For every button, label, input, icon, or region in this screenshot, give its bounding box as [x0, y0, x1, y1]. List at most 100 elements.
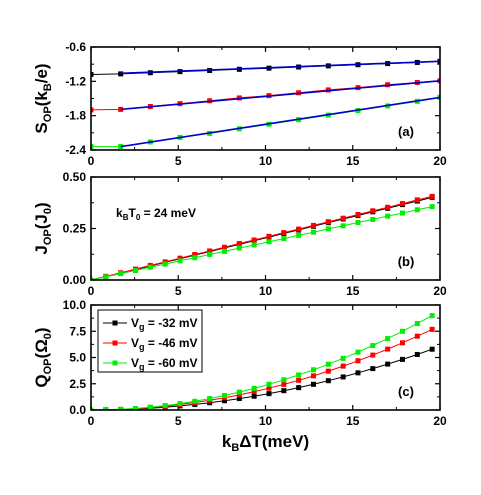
data-point [340, 363, 346, 369]
data-point [414, 321, 420, 327]
data-point [296, 232, 302, 238]
series-line-5 [120, 96, 440, 148]
y-axis-label: QOP(Ω0) [32, 327, 54, 387]
data-point [236, 95, 242, 101]
data-point [221, 244, 227, 250]
temperature-annotation: kBT0 = 24 meV [116, 206, 196, 222]
data-point [281, 377, 287, 383]
data-point [370, 208, 376, 214]
data-point [355, 220, 361, 226]
data-point [162, 403, 168, 409]
data-point [118, 144, 124, 150]
data-point [236, 389, 242, 395]
data-point [281, 381, 287, 387]
data-point [103, 274, 109, 280]
y-tick-label: 0.0 [69, 403, 86, 417]
data-point [399, 340, 405, 346]
data-point [251, 385, 257, 391]
x-tick-label: 10 [259, 284, 273, 298]
data-point [221, 393, 227, 399]
data-point [251, 393, 257, 399]
data-point [221, 248, 227, 254]
series-group [91, 58, 440, 150]
y-tick-label: 0.00 [63, 273, 87, 287]
x-tick-label: 5 [175, 154, 182, 168]
data-point [236, 396, 242, 402]
data-point [251, 389, 257, 395]
data-point [266, 233, 272, 239]
panel-a: 0 5 10 15 20 -2.4 -1.8 -1.2 -0.6 SOP(kB/e) (a) [32, 40, 447, 168]
x-tick-label: 5 [175, 284, 182, 298]
data-point [310, 373, 316, 379]
x-tick-label: 0 [88, 154, 95, 168]
data-point [414, 351, 420, 357]
data-point [385, 213, 391, 219]
data-point [340, 355, 346, 361]
y-tick-label: 10.0 [63, 298, 87, 312]
data-point [236, 241, 242, 247]
data-point [91, 407, 94, 410]
data-point [399, 356, 405, 362]
x-tick-label: 20 [433, 154, 447, 168]
data-point [207, 396, 213, 402]
plot-frame [90, 46, 441, 151]
data-point [370, 216, 376, 222]
x-tick-label: 15 [346, 414, 360, 428]
x-axis-label: kBΔT(meV) [222, 432, 309, 454]
y-tick-label: -2.4 [65, 143, 86, 157]
data-point [118, 271, 124, 277]
data-point [192, 255, 198, 261]
legend-label: Vg = -32 mV [131, 316, 198, 332]
data-point [147, 264, 153, 270]
data-point [177, 255, 183, 261]
plot-frame [90, 304, 441, 411]
data-point [385, 346, 391, 352]
y-tick-label: -1.8 [65, 109, 86, 123]
data-point [310, 367, 316, 373]
data-point [118, 106, 124, 112]
data-point [177, 258, 183, 264]
data-point [355, 349, 361, 355]
data-point [355, 370, 361, 376]
series-line-3 [120, 60, 440, 75]
data-point [266, 239, 272, 245]
data-point [296, 226, 302, 232]
data-point [429, 204, 435, 210]
data-point [399, 328, 405, 334]
data-point [340, 374, 346, 380]
x-tick-label: 20 [433, 284, 447, 298]
y-tick-label: 0.25 [63, 222, 87, 236]
data-point [192, 251, 198, 257]
data-point [399, 210, 405, 216]
data-point [281, 230, 287, 236]
data-point [429, 346, 435, 352]
data-point [162, 261, 168, 267]
x-tick-label: 0 [88, 284, 95, 298]
data-point [370, 343, 376, 349]
data-point [325, 368, 331, 374]
data-point [385, 204, 391, 210]
legend-marker [112, 320, 118, 326]
data-point [414, 207, 420, 213]
data-point [325, 378, 331, 384]
data-point [91, 71, 94, 77]
data-point [132, 405, 138, 410]
data-point [340, 215, 346, 221]
x-tick-label: 20 [433, 414, 447, 428]
data-point [414, 333, 420, 339]
x-tick-label: 0 [88, 414, 95, 428]
data-point [310, 381, 316, 387]
data-point [207, 251, 213, 257]
data-point [177, 401, 183, 407]
legend: Vg = -32 mV Vg = -46 mV Vg = -60 mV [97, 309, 203, 373]
data-point [251, 237, 257, 243]
series-group [91, 313, 435, 410]
legend-label: Vg = -60 mV [131, 356, 198, 372]
data-point [296, 385, 302, 391]
data-point [281, 236, 287, 242]
data-point [399, 201, 405, 207]
data-point [429, 313, 435, 319]
data-point [118, 71, 124, 77]
